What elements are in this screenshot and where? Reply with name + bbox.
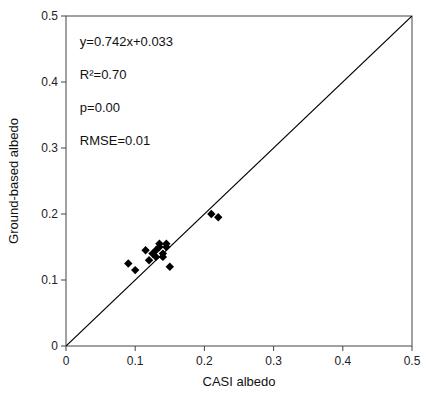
scatter-point bbox=[162, 240, 170, 248]
annotation: y=0.742x+0.033 bbox=[80, 34, 173, 49]
x-tick bbox=[273, 346, 274, 351]
x-tick-label: 0.3 bbox=[265, 354, 282, 368]
y-tick bbox=[61, 214, 66, 215]
x-tick bbox=[66, 346, 67, 351]
plot-frame bbox=[66, 16, 412, 346]
y-tick bbox=[61, 82, 66, 83]
scatter-point bbox=[141, 246, 149, 254]
x-tick-label: 0 bbox=[63, 354, 70, 368]
y-tick bbox=[61, 16, 66, 17]
y-tick-label: 0.5 bbox=[41, 9, 58, 23]
y-tick bbox=[61, 280, 66, 281]
x-tick bbox=[135, 346, 136, 351]
x-tick-label: 0.1 bbox=[127, 354, 144, 368]
plot-area bbox=[66, 16, 412, 346]
y-tick-label: 0.4 bbox=[41, 75, 58, 89]
x-axis-label: CASI albedo bbox=[203, 374, 276, 389]
y-tick-label: 0 bbox=[51, 339, 58, 353]
y-tick bbox=[61, 346, 66, 347]
chart: 0 0.1 0.2 0.3 0.4 0.5 0 0.1 0.2 0.3 0.4 0.5 CASI alb… bbox=[0, 0, 430, 400]
x-tick bbox=[204, 346, 205, 351]
annotation: p=0.00 bbox=[80, 100, 120, 115]
y-tick bbox=[61, 148, 66, 149]
scatter-point bbox=[207, 210, 215, 218]
annotation: RMSE=0.01 bbox=[80, 133, 150, 148]
x-tick-label: 0.4 bbox=[334, 354, 351, 368]
y-tick-label: 0.1 bbox=[41, 273, 58, 287]
scatter-point bbox=[131, 266, 139, 274]
reference-line bbox=[66, 16, 412, 346]
y-tick-label: 0.3 bbox=[41, 141, 58, 155]
scatter-point bbox=[166, 263, 174, 271]
annotation: R²=0.70 bbox=[80, 67, 127, 82]
scatter-point bbox=[214, 213, 222, 221]
y-axis-label: Ground-based albedo bbox=[6, 118, 21, 244]
x-tick bbox=[342, 346, 343, 351]
x-tick-label: 0.5 bbox=[404, 354, 421, 368]
x-tick-label: 0.2 bbox=[196, 354, 213, 368]
y-tick-label: 0.2 bbox=[41, 207, 58, 221]
x-tick bbox=[412, 346, 413, 351]
scatter-point bbox=[124, 259, 132, 267]
